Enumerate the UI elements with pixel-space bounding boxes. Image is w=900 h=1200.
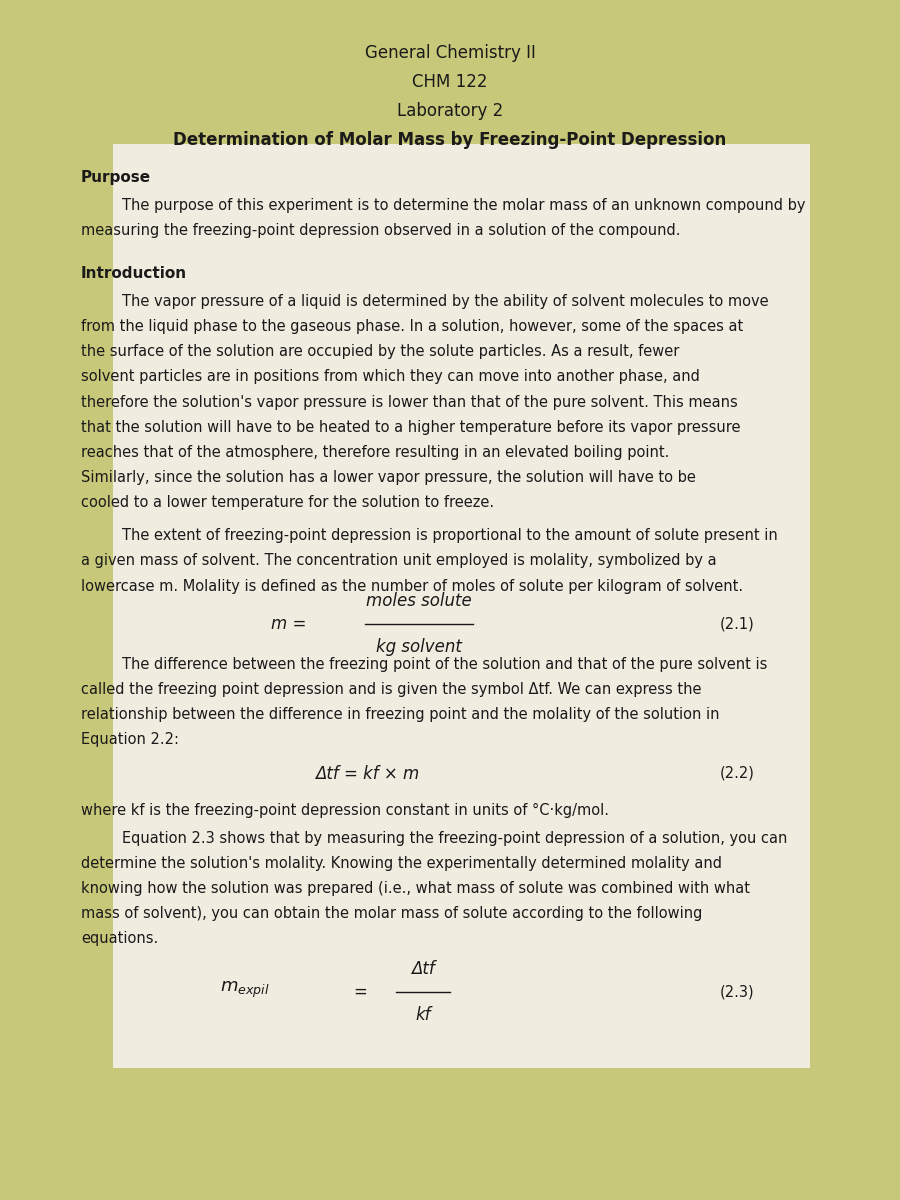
Text: (2.1): (2.1) bbox=[720, 617, 755, 631]
Text: reaches that of the atmosphere, therefore resulting in an elevated boiling point: reaches that of the atmosphere, therefor… bbox=[81, 445, 670, 460]
Text: The difference between the freezing point of the solution and that of the pure s: The difference between the freezing poin… bbox=[122, 656, 767, 672]
Text: cooled to a lower temperature for the solution to freeze.: cooled to a lower temperature for the so… bbox=[81, 496, 494, 510]
Text: Equation 2.3 shows that by measuring the freezing-point depression of a solution: Equation 2.3 shows that by measuring the… bbox=[122, 830, 787, 846]
Text: Δtf = kf × m: Δtf = kf × m bbox=[315, 766, 419, 784]
Text: the surface of the solution are occupied by the solute particles. As a result, f: the surface of the solution are occupied… bbox=[81, 344, 680, 359]
FancyBboxPatch shape bbox=[36, 24, 828, 1176]
Text: Determination of Molar Mass by Freezing-Point Depression: Determination of Molar Mass by Freezing-… bbox=[174, 131, 726, 149]
Text: knowing how the solution was prepared (i.e., what mass of solute was combined wi: knowing how the solution was prepared (i… bbox=[81, 881, 750, 896]
Text: equations.: equations. bbox=[81, 931, 158, 947]
Text: Introduction: Introduction bbox=[81, 266, 187, 281]
Text: measuring the freezing-point depression observed in a solution of the compound.: measuring the freezing-point depression … bbox=[81, 223, 680, 239]
Text: $m_{expil}$: $m_{expil}$ bbox=[220, 979, 270, 1000]
Text: CHM 122: CHM 122 bbox=[412, 73, 488, 91]
Text: called the freezing point depression and is given the symbol Δtf. We can express: called the freezing point depression and… bbox=[81, 682, 701, 697]
Text: a given mass of solvent. The concentration unit employed is molality, symbolized: a given mass of solvent. The concentrati… bbox=[81, 553, 716, 569]
Text: General Chemistry II: General Chemistry II bbox=[364, 44, 536, 62]
Text: (2.3): (2.3) bbox=[720, 984, 754, 1000]
Text: therefore the solution's vapor pressure is lower than that of the pure solvent. : therefore the solution's vapor pressure … bbox=[81, 395, 738, 409]
Text: The extent of freezing-point depression is proportional to the amount of solute : The extent of freezing-point depression … bbox=[122, 528, 778, 544]
Text: kg solvent: kg solvent bbox=[375, 638, 462, 656]
Text: =: = bbox=[353, 983, 367, 1001]
Text: from the liquid phase to the gaseous phase. In a solution, however, some of the : from the liquid phase to the gaseous pha… bbox=[81, 319, 743, 334]
Text: Laboratory 2: Laboratory 2 bbox=[397, 102, 503, 120]
Text: mass of solvent), you can obtain the molar mass of solute according to the follo: mass of solvent), you can obtain the mol… bbox=[81, 906, 702, 922]
Text: (2.2): (2.2) bbox=[720, 766, 755, 780]
Text: relationship between the difference in freezing point and the molality of the so: relationship between the difference in f… bbox=[81, 707, 719, 722]
Text: Equation 2.2:: Equation 2.2: bbox=[81, 732, 179, 748]
Text: kf: kf bbox=[415, 1006, 431, 1024]
Text: The vapor pressure of a liquid is determined by the ability of solvent molecules: The vapor pressure of a liquid is determ… bbox=[122, 294, 768, 308]
Text: moles solute: moles solute bbox=[365, 592, 472, 610]
Text: solvent particles are in positions from which they can move into another phase, : solvent particles are in positions from … bbox=[81, 370, 700, 384]
Text: where kf is the freezing-point depression constant in units of °C·kg/mol.: where kf is the freezing-point depressio… bbox=[81, 803, 609, 818]
Text: determine the solution's molality. Knowing the experimentally determined molalit: determine the solution's molality. Knowi… bbox=[81, 856, 722, 871]
Text: m =: m = bbox=[271, 616, 306, 634]
Text: Purpose: Purpose bbox=[81, 170, 151, 185]
Text: Δtf: Δtf bbox=[411, 960, 435, 978]
Text: Similarly, since the solution has a lower vapor pressure, the solution will have: Similarly, since the solution has a lowe… bbox=[81, 470, 696, 485]
Text: The purpose of this experiment is to determine the molar mass of an unknown comp: The purpose of this experiment is to det… bbox=[122, 198, 805, 214]
Text: that the solution will have to be heated to a higher temperature before its vapo: that the solution will have to be heated… bbox=[81, 420, 741, 434]
Text: lowercase m. Molality is defined as the number of moles of solute per kilogram o: lowercase m. Molality is defined as the … bbox=[81, 578, 743, 594]
